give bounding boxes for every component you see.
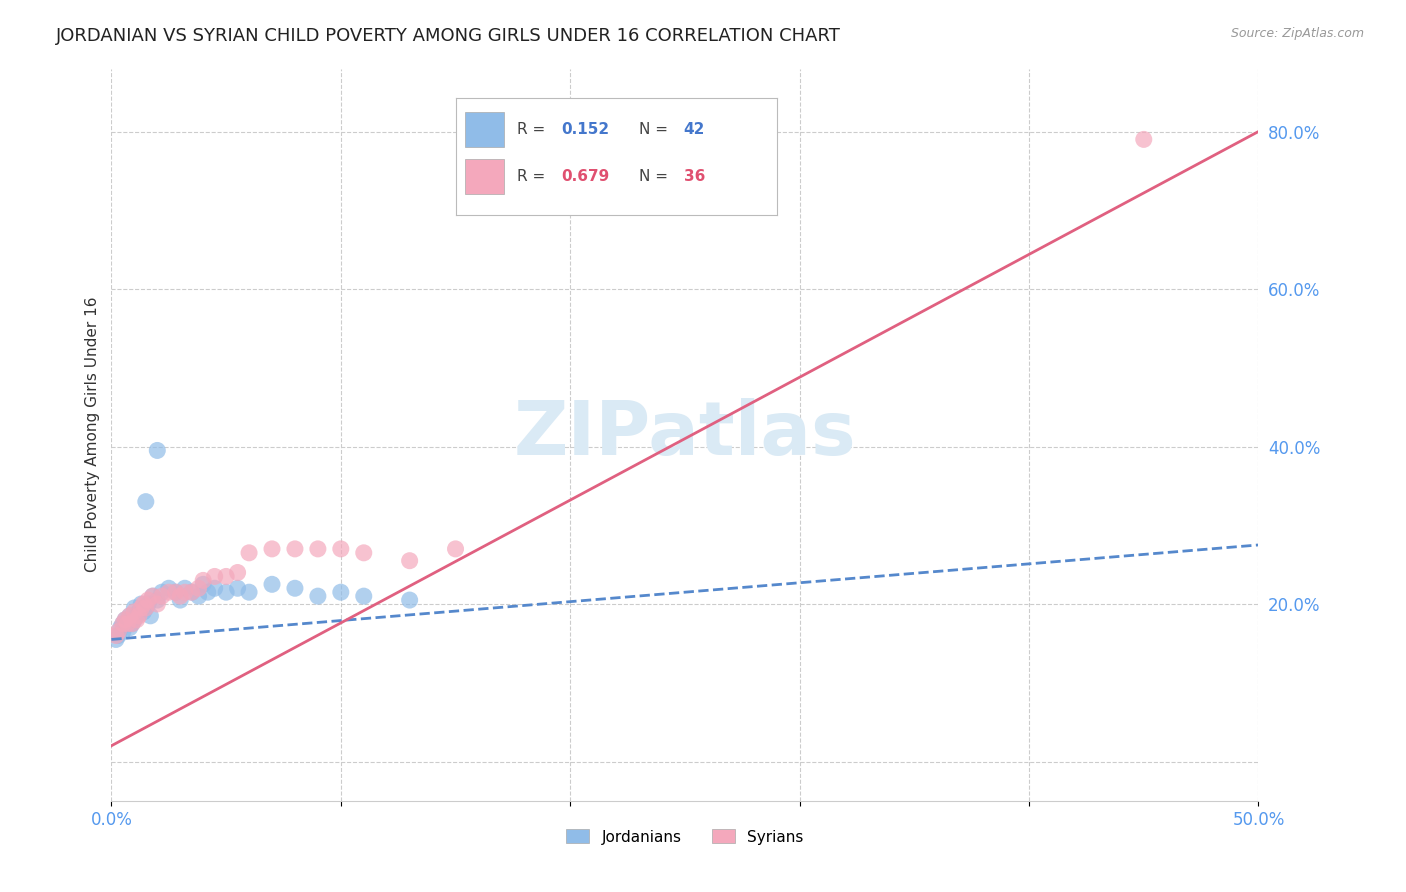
Point [165,585,187,599]
Point [398,554,420,568]
Point [146,593,169,607]
Point [284,541,307,556]
Point [260,541,283,556]
Point [107,624,129,639]
Point [121,616,143,631]
Point [139,608,162,623]
Point [111,616,134,631]
Point [197,585,219,599]
Point [173,585,195,599]
Point [132,605,155,619]
Point [353,546,375,560]
Point [157,581,180,595]
Point [118,608,141,623]
Point [180,585,202,599]
Legend: Jordanians, Syrians: Jordanians, Syrians [567,830,804,845]
Point [169,593,191,607]
Point [193,577,215,591]
Point [329,541,352,556]
Point [125,608,148,623]
Point [165,585,187,599]
Point [187,581,209,595]
Point [173,581,195,595]
Point [284,581,307,595]
Point [110,621,132,635]
Point [329,585,352,599]
Point [129,601,152,615]
Point [114,613,136,627]
Point [260,577,283,591]
Point [307,589,329,603]
Point [105,632,128,647]
Text: JORDANIAN VS SYRIAN CHILD POVERTY AMONG GIRLS UNDER 16 CORRELATION CHART: JORDANIAN VS SYRIAN CHILD POVERTY AMONG … [56,27,841,45]
Point [132,597,155,611]
Point [215,585,238,599]
Point [146,443,169,458]
Point [180,585,202,599]
Point [157,585,180,599]
Point [124,605,146,619]
Point [124,613,146,627]
Point [193,574,215,588]
Point [204,581,226,595]
Point [114,613,136,627]
Point [444,541,467,556]
Point [135,601,157,615]
Point [111,616,134,631]
Point [1132,132,1154,146]
Point [353,589,375,603]
Point [169,589,191,603]
Point [307,541,329,556]
Point [187,589,209,603]
Point [226,581,249,595]
Point [135,601,157,615]
Point [398,593,420,607]
Point [105,628,128,642]
Text: Source: ZipAtlas.com: Source: ZipAtlas.com [1230,27,1364,40]
Point [150,585,173,599]
Point [142,589,165,603]
Point [121,616,143,631]
Point [238,585,260,599]
Point [125,613,148,627]
Point [111,624,134,639]
Point [117,616,139,631]
Text: ZIPatlas: ZIPatlas [513,398,856,471]
Y-axis label: Child Poverty Among Girls Under 16: Child Poverty Among Girls Under 16 [86,297,100,573]
Point [135,494,157,508]
Point [136,593,159,607]
Point [124,601,146,615]
Point [238,546,260,560]
Point [118,608,141,623]
Point [150,589,173,603]
Point [146,597,169,611]
Point [128,605,150,619]
Point [215,569,238,583]
Point [142,589,165,603]
Point [117,616,139,631]
Point [129,597,152,611]
Point [136,597,159,611]
Point [226,566,249,580]
Point [204,569,226,583]
Point [107,628,129,642]
Point [118,621,141,635]
Point [128,608,150,623]
